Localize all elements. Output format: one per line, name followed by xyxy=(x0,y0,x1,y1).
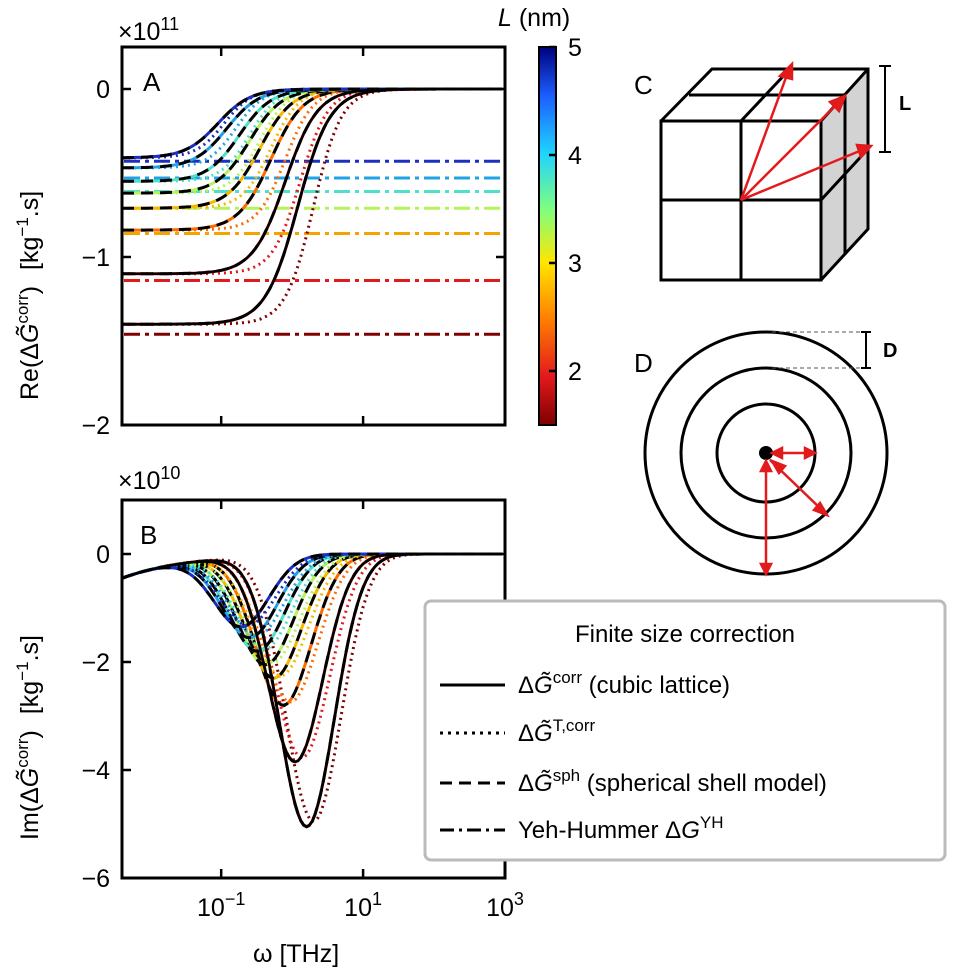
panel-a-x-ticks xyxy=(219,47,507,425)
x-tick-label: 103 xyxy=(486,889,524,922)
legend-title: Finite size correction xyxy=(575,621,795,648)
colorbar-tick-label: 5 xyxy=(568,34,582,62)
curve-sph-color xyxy=(122,87,503,183)
curve-sph-dashed xyxy=(122,87,503,183)
panel-b-x-label: ω [THz] xyxy=(253,940,339,968)
colorbar-gradient xyxy=(538,46,557,426)
panel-b-y-ticks: 0 −2 −4 −6 xyxy=(81,541,505,893)
panel-d-letter: D xyxy=(634,348,653,378)
curve-solid xyxy=(121,552,503,764)
legend-entry-dashed: ΔG̃sph (spherical shell model) xyxy=(440,766,827,797)
panel-b-x-ticks: 10−1 101 103 xyxy=(197,500,524,922)
curve-dotted xyxy=(121,552,503,678)
panel-c-cube-diagram: C L xyxy=(634,60,911,282)
curve-dotted xyxy=(121,552,503,704)
legend-label-dashdot: Yeh-Hummer ΔGYH xyxy=(518,813,724,844)
panel-b-letter: B xyxy=(140,520,157,550)
panel-a-y-label: Re(ΔG̃corr)[kg−1.s] xyxy=(13,191,44,400)
cube-dimension-bar xyxy=(879,65,891,153)
y-tick-label: 0 xyxy=(96,541,110,569)
panel-a-plot-area xyxy=(122,87,503,336)
panel-a-y-ticks: 0 −1 −2 xyxy=(81,76,505,440)
curve-sph-dashed xyxy=(121,552,503,667)
panel-b-scale-exponent: ×1010 xyxy=(118,463,180,495)
x-tick-label: 10−1 xyxy=(197,889,245,922)
curve-sph-dashed xyxy=(121,552,503,629)
y-tick-label: −2 xyxy=(81,412,110,440)
shell-dimension-label: D xyxy=(883,340,897,362)
legend-label-solid: ΔG̃corr (cubic lattice) xyxy=(518,668,730,699)
y-tick-label: −6 xyxy=(81,865,110,893)
colorbar: L (nm) 5 4 3 2 xyxy=(498,4,582,426)
y-tick-label: −1 xyxy=(81,244,110,272)
colorbar-tick-label: 4 xyxy=(568,142,582,170)
legend: Finite size correction ΔG̃corr (cubic la… xyxy=(423,599,947,862)
colorbar-ticks: 5 4 3 2 xyxy=(549,34,582,386)
y-tick-label: −2 xyxy=(81,649,110,677)
y-tick-label: 0 xyxy=(96,76,110,104)
panel-b-plot-area xyxy=(121,552,503,829)
cube-dimension-label: L xyxy=(899,93,911,115)
colorbar-tick-label: 3 xyxy=(568,250,582,278)
panel-a-scale-exponent: ×1011 xyxy=(118,14,179,46)
legend-label-dotted: ΔG̃T,corr xyxy=(518,716,596,747)
panel-a-letter: A xyxy=(143,67,161,97)
legend-entry-dotted: ΔG̃T,corr xyxy=(440,716,596,747)
legend-box xyxy=(423,599,947,862)
legend-entry-solid: ΔG̃corr (cubic lattice) xyxy=(440,668,730,699)
curve-solid xyxy=(122,87,503,276)
curve-sph-dashed xyxy=(121,552,503,653)
y-tick-label: −4 xyxy=(81,757,110,785)
colorbar-label: L (nm) xyxy=(498,4,570,32)
panel-a-frame xyxy=(120,45,507,427)
x-tick-label: 101 xyxy=(344,889,382,922)
shell-radius-arrows xyxy=(758,445,830,577)
curve-sph-dashed xyxy=(122,87,503,160)
shell-dimension-guides xyxy=(772,331,868,369)
panel-d-shell-diagram: D D xyxy=(634,330,897,577)
curve-dotted xyxy=(122,87,503,183)
cube-arrows xyxy=(739,60,874,202)
panel-b-y-label: Im(ΔG̃corr)[kg−1.s] xyxy=(13,635,44,840)
colorbar-tick-label: 2 xyxy=(568,358,582,386)
legend-label-dashed: ΔG̃sph (spherical shell model) xyxy=(518,766,827,797)
panel-a: ×1011 A 0 −1 −2 Re(ΔG̃corr)[kg−1.s] xyxy=(13,14,507,440)
shell-dimension-bar xyxy=(861,331,871,369)
legend-entry-dashdot: Yeh-Hummer ΔGYH xyxy=(440,813,724,844)
panel-c-letter: C xyxy=(634,70,653,100)
curve-dotted xyxy=(121,552,503,651)
shell-center-dot xyxy=(759,446,773,460)
curve-dotted xyxy=(121,552,503,627)
